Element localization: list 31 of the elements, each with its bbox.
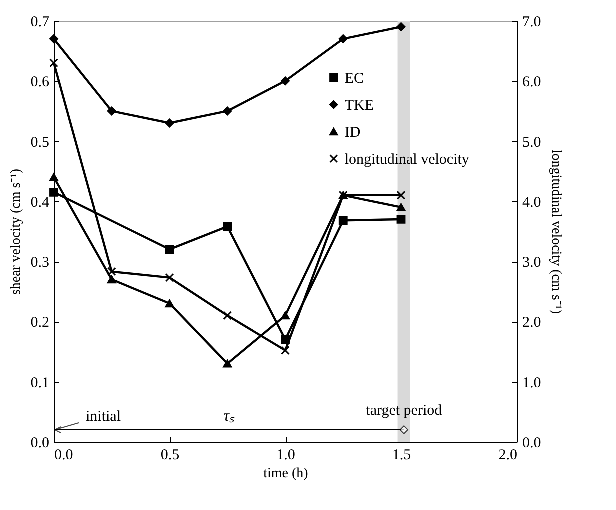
y-tick-label: 0.4 bbox=[30, 194, 50, 211]
y2-tick-label: 5.0 bbox=[522, 134, 542, 151]
y2-tick-label: 4.0 bbox=[522, 194, 542, 211]
x-tick-label: 2.0 bbox=[498, 448, 518, 464]
y2-axis-title: longitudinal velocity (cm s⁻¹) bbox=[548, 150, 564, 314]
y-tick-label: 0.7 bbox=[30, 14, 50, 30]
y-tick-label: 0.6 bbox=[30, 74, 50, 91]
legend-label: ID bbox=[344, 124, 361, 141]
y2-tick-label: 6.0 bbox=[522, 74, 542, 91]
y-tick-label: 0.1 bbox=[30, 375, 50, 392]
legend-label: EC bbox=[344, 70, 364, 87]
y2-tick-label: 3.0 bbox=[522, 255, 542, 272]
annotation: initial bbox=[86, 409, 121, 425]
x-axis-title: time (h) bbox=[264, 466, 309, 482]
y-tick-label: 0.2 bbox=[30, 315, 50, 332]
band-label: target period bbox=[366, 403, 443, 419]
y2-tick-label: 0.0 bbox=[522, 436, 542, 452]
x-tick-label: 1.0 bbox=[276, 448, 296, 464]
legend-label: longitudinal velocity bbox=[344, 152, 470, 168]
y-tick-label: 0.0 bbox=[30, 436, 50, 452]
y-tick-label: 0.5 bbox=[30, 134, 50, 151]
x-tick-label: 0.5 bbox=[160, 448, 180, 464]
x-tick-label: 0.0 bbox=[54, 448, 74, 464]
y-tick-label: 0.3 bbox=[30, 255, 50, 272]
legend-label: TKE bbox=[344, 98, 374, 114]
x-tick-label: 1.5 bbox=[392, 448, 412, 464]
y2-tick-label: 7.0 bbox=[522, 14, 542, 30]
y2-tick-label: 2.0 bbox=[522, 315, 542, 332]
y-axis-title: shear velocity (cm s⁻¹) bbox=[8, 168, 24, 296]
y2-tick-label: 1.0 bbox=[522, 375, 542, 392]
annotation: τₛ bbox=[224, 408, 236, 425]
